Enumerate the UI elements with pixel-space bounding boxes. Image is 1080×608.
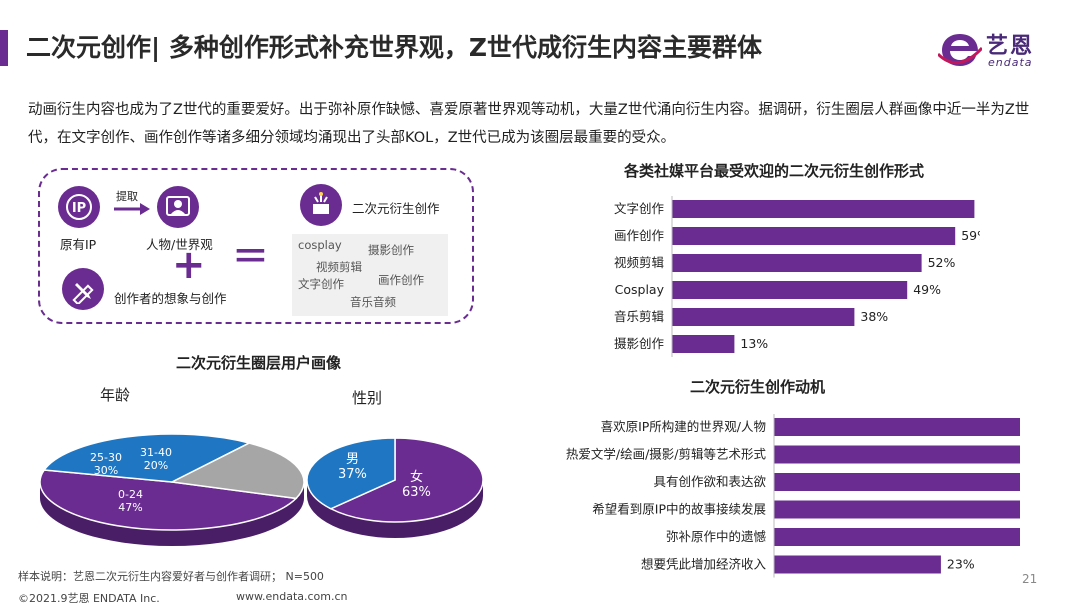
bar [672, 227, 956, 245]
bar [774, 418, 1020, 436]
arrow-right-icon [114, 203, 150, 215]
pie-charts-svg [40, 433, 484, 546]
gender-pie-label: 性别 [352, 389, 383, 407]
creator-imagination-label: 创作者的想象与创作 [114, 291, 227, 306]
bar-category-label: Cosplay [615, 282, 665, 297]
endata-logo: 艺恩 endata [938, 22, 1058, 78]
original-ip-label: 原有IP [60, 237, 97, 252]
bar-category-label: 摄影创作 [614, 336, 665, 351]
motivation-chart-title: 二次元衍生创作动机 [690, 378, 826, 396]
bar-category-label: 视频剪辑 [614, 255, 664, 270]
bar-value-label: 23% [947, 557, 975, 572]
bar [774, 473, 1020, 491]
pencil-ruler-icon [62, 268, 104, 310]
svg-text:IP: IP [72, 201, 86, 216]
extract-label: 提取 [116, 190, 138, 203]
form-word: 视频剪辑 [316, 260, 362, 274]
page-number: 21 [1022, 572, 1038, 586]
bar-value-label: 59% [961, 228, 980, 243]
bar [672, 254, 922, 272]
bar-value-label: 52% [928, 255, 956, 270]
bar [774, 500, 1020, 519]
gender-slice-male-label: 男 37% [338, 452, 367, 482]
pie-slice [42, 433, 252, 483]
plus-icon: + [172, 242, 206, 288]
gender-slice-female-label: 女 63% [402, 470, 431, 500]
bar [672, 335, 735, 353]
bar [774, 445, 1020, 464]
logo-en-text: endata [988, 56, 1033, 69]
age-slice-31-40-label: 31-40 20% [140, 446, 172, 472]
age-slice-0-24-label: 0-24 47% [118, 488, 143, 514]
bar [672, 308, 855, 326]
bar-category-label: 画作创作 [614, 228, 665, 243]
person-icon [157, 186, 199, 228]
motivation-bar-chart: 喜欢原IP所构建的世界观/人物60%热爱文学/绘画/摄影/剪辑等艺术形式56%具… [566, 414, 1020, 578]
age-pie [40, 433, 305, 531]
form-word: cosplay [298, 238, 342, 252]
pie-slice [169, 442, 305, 500]
bar [774, 555, 941, 574]
copyright: ©2021.9艺恩 ENDATA Inc. [18, 592, 160, 605]
derivative-label: 二次元衍生创作 [352, 201, 440, 216]
bar-category-label: 弥补原作中的遗憾 [666, 529, 767, 544]
characters-world-label: 人物/世界观 [146, 237, 213, 252]
bar-category-label: 想要凭此增加经济收入 [641, 557, 767, 572]
age-slice-25-30-label: 25-30 30% [90, 451, 122, 477]
bar [774, 528, 1020, 546]
bar-category-label: 音乐剪辑 [614, 309, 664, 324]
form-word: 画作创作 [378, 273, 424, 287]
title-accent-bar [0, 30, 8, 66]
derivative-box-icon [300, 184, 342, 226]
bar-value-label: 13% [740, 336, 768, 351]
pie-slice [40, 469, 298, 531]
pie-slice [329, 437, 484, 523]
intro-paragraph: 动画衍生内容也成为了Z世代的重要爱好。出于弥补原作缺憾、喜爱原著世界观等动机，大… [28, 102, 1030, 146]
bar-category-label: 具有创作欲和表达欲 [653, 474, 766, 489]
logo-cn-text: 艺恩 [986, 34, 1035, 59]
bar-category-label: 希望看到原IP中的故事接续发展 [592, 502, 766, 517]
portrait-title: 二次元衍生圈层用户画像 [176, 354, 342, 372]
page-title: 二次元创作| 多种创作形式补充世界观，Z世代成衍生内容主要群体 [26, 33, 762, 62]
bar-category-label: 喜欢原IP所构建的世界观/人物 [601, 419, 766, 434]
age-pie-label: 年龄 [100, 386, 131, 404]
website-link[interactable]: www.endata.com.cn [236, 590, 348, 603]
creation-forms-cloud [292, 234, 448, 316]
sample-note: 样本说明：艺恩二次元衍生内容爱好者与创作者调研； N=500 [18, 570, 324, 583]
forms-bar-chart: 文字创作63%画作创作59%视频剪辑52%Cosplay49%音乐剪辑38%摄影… [614, 196, 980, 357]
gender-pie [306, 437, 484, 523]
bar-category-label: 文字创作 [614, 201, 665, 216]
bar-value-label: 38% [860, 309, 888, 324]
pie-slice [306, 437, 396, 510]
bar [672, 200, 975, 218]
bar [672, 281, 908, 299]
form-word: 摄影创作 [368, 243, 414, 257]
forms-chart-title: 各类社媒平台最受欢迎的二次元衍生创作形式 [624, 162, 925, 180]
bar-category-label: 热爱文学/绘画/摄影/剪辑等艺术形式 [566, 447, 767, 462]
form-word: 文字创作 [298, 277, 344, 291]
endata-logo-icon [938, 34, 982, 66]
equals-icon: = [232, 229, 269, 280]
concept-diagram-box [38, 168, 474, 324]
form-word: 音乐音频 [350, 295, 396, 309]
ip-icon: IP [58, 186, 100, 228]
bar-value-label: 49% [913, 282, 941, 297]
